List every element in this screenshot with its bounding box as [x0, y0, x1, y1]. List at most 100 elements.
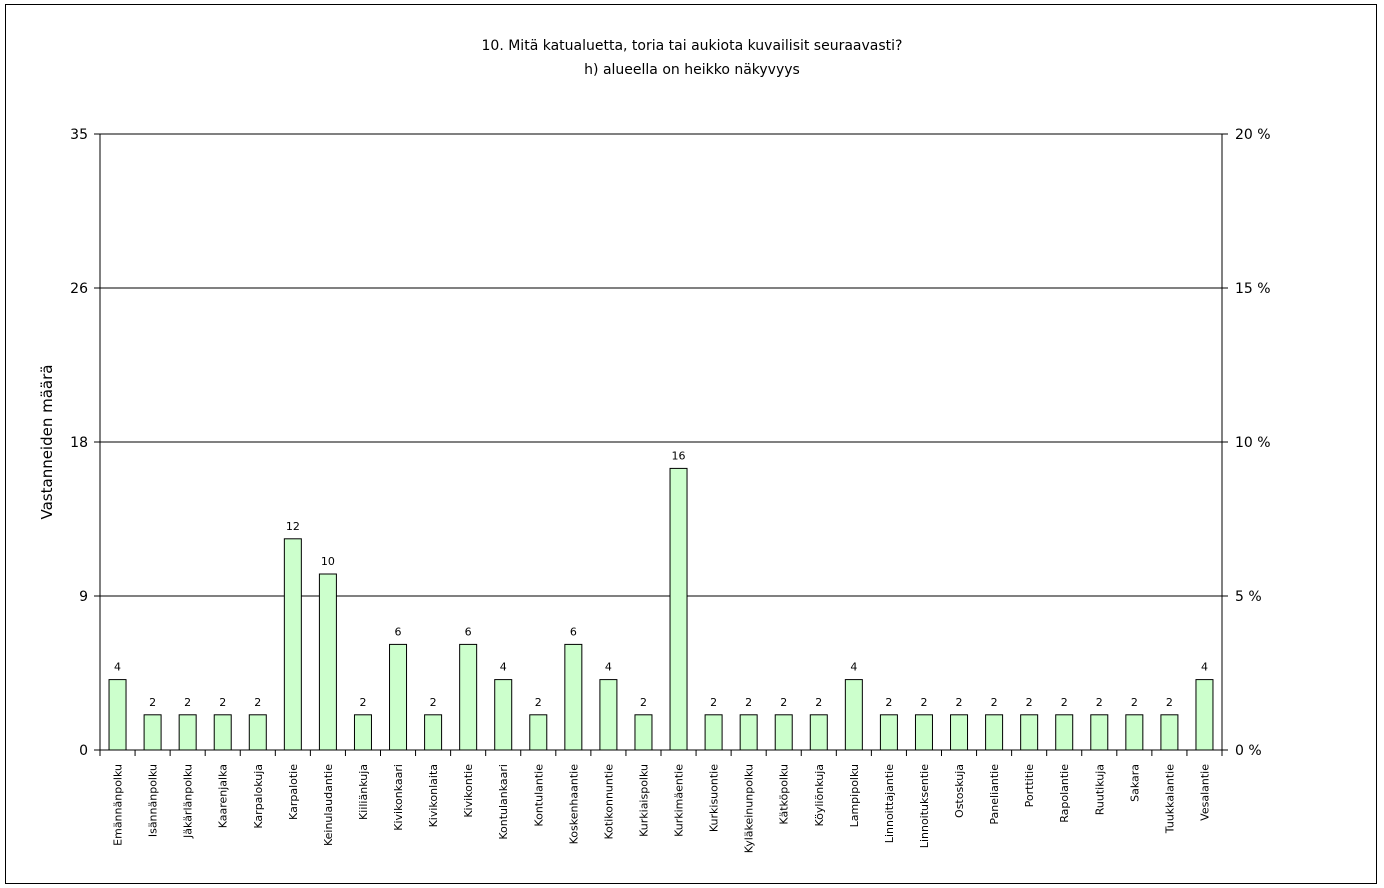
bar [529, 714, 548, 751]
bar [248, 714, 267, 751]
x-tick-label: Kiiliänkuja [357, 764, 370, 820]
bar [739, 714, 758, 751]
x-tick-label: Köyliönkuja [813, 764, 826, 827]
data-label: 4 [605, 661, 612, 674]
bar [774, 714, 793, 751]
bar [389, 643, 408, 751]
x-tick-label: Ostoskuja [953, 764, 966, 818]
bar [809, 714, 828, 751]
data-label: 2 [184, 696, 191, 709]
x-tick-label: Porttitie [1023, 764, 1036, 808]
y-tick-label: 35 [70, 127, 88, 143]
bar [1160, 714, 1179, 751]
bar [879, 714, 898, 751]
data-label: 2 [1131, 696, 1138, 709]
data-label: 4 [850, 661, 857, 674]
bar [950, 714, 969, 751]
bar [599, 679, 618, 751]
data-label: 10 [321, 555, 335, 568]
y-tick-label: 18 [70, 435, 88, 451]
chart-title-line2: h) alueella on heikko näkyvyys [584, 62, 800, 78]
y-axis-title: Vastanneiden määrä [38, 365, 56, 520]
data-label: 6 [570, 625, 577, 638]
bar [1195, 679, 1214, 751]
chart-frame [5, 4, 1377, 884]
data-label: 2 [920, 696, 927, 709]
data-label: 2 [956, 696, 963, 709]
data-label: 2 [991, 696, 998, 709]
y-tick-label: 9 [79, 589, 88, 605]
data-label: 16 [672, 449, 686, 462]
bar [318, 573, 337, 751]
y2-tick-label: 10 % [1235, 435, 1271, 451]
data-label: 2 [359, 696, 366, 709]
bar [914, 714, 933, 751]
bar [1090, 714, 1109, 751]
bar [143, 714, 162, 751]
data-label: 12 [286, 520, 300, 533]
x-tick-label: Lampipolku [848, 764, 861, 827]
x-tick-label: Kivikonlaita [427, 764, 440, 827]
y2-tick-label: 5 % [1235, 589, 1262, 605]
x-tick-label: Vesalantie [1198, 764, 1211, 821]
data-label: 2 [254, 696, 261, 709]
x-tick-label: Kätköpolku [778, 764, 791, 825]
y2-tick-label: 0 % [1235, 743, 1262, 759]
data-label: 4 [500, 661, 507, 674]
bar [459, 643, 478, 751]
y2-tick-label: 15 % [1235, 281, 1271, 297]
data-label: 2 [1026, 696, 1033, 709]
y2-tick-label: 20 % [1235, 127, 1271, 143]
data-label: 4 [114, 661, 121, 674]
bar [634, 714, 653, 751]
bar [564, 643, 583, 751]
bar [669, 467, 688, 751]
x-tick-label: Ruutikuja [1093, 764, 1106, 815]
bar [178, 714, 197, 751]
data-label: 2 [780, 696, 787, 709]
x-tick-label: Sakara [1128, 764, 1141, 802]
x-tick-label: Koskenhaantie [567, 764, 580, 845]
x-tick-label: Kurkisuontie [708, 764, 721, 832]
x-tick-label: Kurkiaispolku [637, 764, 650, 837]
x-tick-label: Kontulankaari [497, 764, 510, 840]
x-tick-label: Kaarenjalka [217, 764, 230, 828]
x-tick-label: Kivikontie [462, 764, 475, 818]
x-tick-label: Jäkärlänpolku [182, 764, 195, 839]
bar [424, 714, 443, 751]
x-tick-label: Isännänpolku [147, 764, 160, 837]
data-label: 2 [219, 696, 226, 709]
bar [213, 714, 232, 751]
bar [844, 679, 863, 751]
bar [985, 714, 1004, 751]
bar [1055, 714, 1074, 751]
x-tick-label: Karpalokuja [252, 764, 265, 829]
data-label: 2 [885, 696, 892, 709]
bar [1125, 714, 1144, 751]
bar [704, 714, 723, 751]
data-label: 2 [1096, 696, 1103, 709]
data-label: 2 [710, 696, 717, 709]
x-tick-label: Kurkimäentie [673, 764, 686, 837]
x-tick-label: Kivikonkaari [392, 764, 405, 831]
bar [283, 538, 302, 751]
x-tick-label: Tuukkalantie [1163, 764, 1176, 834]
x-tick-label: Keinulaudantie [322, 764, 335, 846]
x-tick-label: Karpalotie [287, 764, 300, 820]
data-label: 2 [149, 696, 156, 709]
data-label: 2 [430, 696, 437, 709]
data-label: 2 [745, 696, 752, 709]
x-tick-label: Kontulantie [532, 764, 545, 827]
x-tick-label: Linnoituksentie [918, 764, 931, 848]
data-label: 4 [1201, 661, 1208, 674]
chart-title-line1: 10. Mitä katualuetta, toria tai aukiota … [481, 38, 903, 54]
x-tick-label: Linnoittajantie [883, 764, 896, 843]
y-tick-label: 0 [79, 743, 88, 759]
x-tick-label: Paneliantie [988, 764, 1001, 825]
data-label: 6 [465, 625, 472, 638]
x-tick-label: Emännänpolku [112, 764, 125, 846]
x-tick-label: Kotikonnuntie [602, 764, 615, 840]
x-tick-label: Rapolantie [1058, 764, 1071, 823]
bar [494, 679, 513, 751]
